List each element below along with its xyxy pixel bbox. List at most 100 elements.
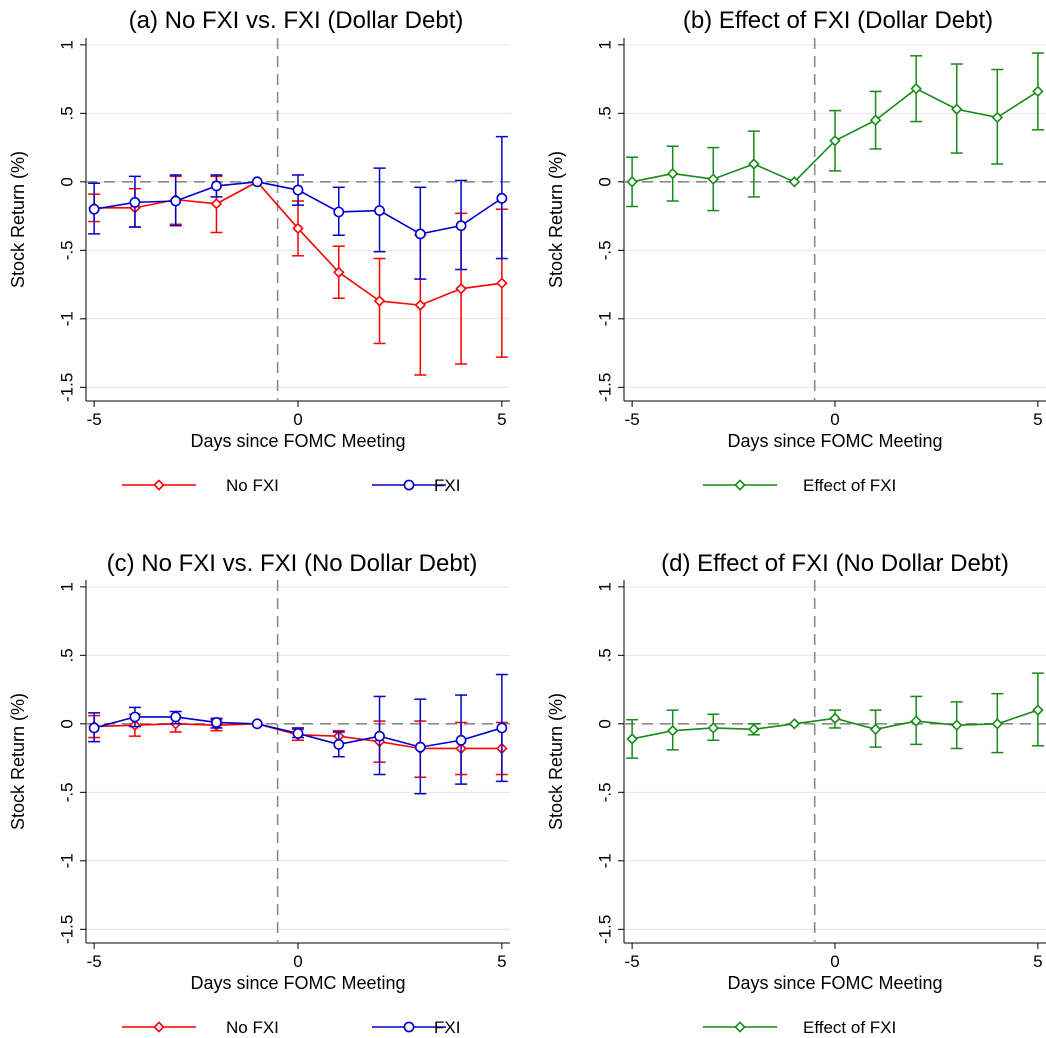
panel-c-ytick-label: 0 xyxy=(57,719,76,728)
panel-b-data-point xyxy=(950,103,963,115)
panel-a-data-point xyxy=(333,266,345,278)
panel-b-data-point xyxy=(991,111,1004,124)
panel-d-series-effect-of-fxi xyxy=(626,672,1044,759)
panel-b-ytick-label: 1 xyxy=(595,40,614,49)
panel-a-data-point xyxy=(129,196,141,208)
panel-d-xtick-label: 5 xyxy=(1033,952,1042,971)
panel-a-data-point xyxy=(333,206,345,218)
panel-a-data-point xyxy=(374,205,385,216)
panel-a-ytick-label: -1 xyxy=(57,311,76,326)
panel-b-data-point xyxy=(910,82,922,95)
panel-d: (d) Effect of FXI (No Dollar Debt) 1 .5 0 -.… xyxy=(546,550,1046,1037)
panel-a-xtick-label: -5 xyxy=(87,410,102,429)
panel-d-ytick-label: -.5 xyxy=(595,782,614,802)
panel-c-data-point xyxy=(170,711,182,723)
panel-d-data-point xyxy=(666,724,679,737)
panel-d-legend-swatch-marker xyxy=(734,1021,746,1033)
panel-b-ylabel: Stock Return (%) xyxy=(546,151,566,288)
panel-a-ytick-label: -1.5 xyxy=(57,373,76,402)
panel-b-xlabel: Days since FOMC Meeting xyxy=(727,431,942,451)
panel-c-data-point xyxy=(292,728,304,739)
panel-b-ytick-label: -.5 xyxy=(595,240,614,260)
panel-a-legend-swatch-marker xyxy=(153,479,165,491)
panel-a-legend-item: No FXI xyxy=(122,476,279,495)
panel-b-data-point xyxy=(788,176,801,188)
panel-c-xtick-label: 0 xyxy=(293,952,302,971)
panel-a-data-point xyxy=(170,195,182,207)
panel-a-data-point xyxy=(251,176,263,188)
panel-d-data-point xyxy=(707,722,720,734)
panel-b-data-point xyxy=(869,114,882,126)
panel-a-xtick-label: 0 xyxy=(293,410,302,429)
panel-b-xtick-label: 0 xyxy=(830,410,839,429)
panel-c-ytick-label: -.5 xyxy=(57,782,76,802)
panel-c-legend-item: FXI xyxy=(372,1018,460,1037)
panel-d-data-point xyxy=(950,719,963,731)
panel-a-legend-label: FXI xyxy=(434,476,460,495)
panel-b-data-point xyxy=(707,173,720,185)
panel-d-title: (d) Effect of FXI (No Dollar Debt) xyxy=(661,550,1009,577)
panel-a-ylabel: Stock Return (%) xyxy=(8,151,28,288)
panel-b-data-point xyxy=(829,135,841,147)
panel-a-series-no-fxi xyxy=(88,175,508,376)
panel-c-legend-item: No FXI xyxy=(122,1018,279,1037)
panel-d-legend-label: Effect of FXI xyxy=(803,1018,896,1037)
panel-b-ytick-label: .5 xyxy=(595,106,614,120)
panel-c-legend-swatch-marker xyxy=(153,1021,165,1033)
panel-b-legend-swatch-marker xyxy=(734,479,746,491)
panel-d-data-point xyxy=(991,718,1004,730)
panel-c-xtick-label: 5 xyxy=(497,952,506,971)
panel-c-data-point xyxy=(333,738,345,750)
panel-a-data-point xyxy=(496,277,508,289)
panel-d-data-point xyxy=(788,718,801,730)
panel-b-data-point xyxy=(666,167,679,180)
panel-c-data-point xyxy=(374,730,385,742)
panel-c-xlabel: Days since FOMC Meeting xyxy=(190,973,405,993)
panel-c-data-point xyxy=(496,722,508,734)
panel-d-ytick-label: .5 xyxy=(595,648,614,662)
panel-a-data-point xyxy=(88,203,100,215)
panel-c-data-point xyxy=(211,717,222,728)
panel-a-legend-swatch-marker xyxy=(403,479,415,491)
panel-d-data-point xyxy=(626,733,638,745)
panel-b-xtick-label: 5 xyxy=(1033,410,1042,429)
panel-a-data-point xyxy=(455,282,467,295)
panel-c-ytick-label: 1 xyxy=(57,582,76,591)
panel-a-data-point xyxy=(496,192,508,204)
panel-d-xtick-label: 0 xyxy=(830,952,839,971)
panel-a-ytick-label: 0 xyxy=(57,177,76,186)
panel-c-data-point xyxy=(414,741,426,753)
panel-d-xtick-label: -5 xyxy=(625,952,640,971)
panel-c-ylabel: Stock Return (%) xyxy=(8,693,28,830)
panel-a-data-point xyxy=(373,295,386,307)
panel-b-data-point xyxy=(626,176,638,188)
panel-a-title: (a) No FXI vs. FXI (Dollar Debt) xyxy=(129,7,464,34)
panel-d-legend-item: Effect of FXI xyxy=(703,1018,896,1037)
panel-c-ytick-label: -1.5 xyxy=(57,915,76,944)
panel-c-series-fxi xyxy=(88,673,508,795)
panel-c-ytick-label: -1 xyxy=(57,853,76,868)
panel-c-data-point xyxy=(129,711,141,723)
panel-c-legend-swatch-marker xyxy=(403,1021,415,1033)
panel-a-data-point xyxy=(210,198,223,210)
panel-d-ytick-label: -1.5 xyxy=(595,915,614,944)
panel-a-series-fxi xyxy=(88,135,508,280)
panel-d-data-point xyxy=(829,712,841,725)
panel-a-data-point xyxy=(414,228,426,240)
panel-b-title: (b) Effect of FXI (Dollar Debt) xyxy=(683,7,993,34)
panel-d-xlabel: Days since FOMC Meeting xyxy=(727,973,942,993)
panel-d-data-point xyxy=(748,723,760,736)
panel-c-data-point xyxy=(88,722,100,734)
panel-a-xlabel: Days since FOMC Meeting xyxy=(190,431,405,451)
panel-b-data-point xyxy=(1032,85,1044,98)
panel-d-ytick-label: -1 xyxy=(595,853,614,868)
panel-d-ytick-label: 1 xyxy=(595,582,614,591)
panel-a-ytick-label: .5 xyxy=(57,106,76,120)
panel-c: (c) No FXI vs. FXI (No Dollar Debt) 1 .5 0 -… xyxy=(8,550,510,1037)
panel-a-ytick-label: -.5 xyxy=(57,240,76,260)
panel-b-legend-item: Effect of FXI xyxy=(703,476,896,495)
panel-d-ylabel: Stock Return (%) xyxy=(546,693,566,830)
panel-b-data-point xyxy=(748,158,760,170)
panel-b-legend-label: Effect of FXI xyxy=(803,476,896,495)
panel-b-ytick-label: -1.5 xyxy=(595,373,614,402)
